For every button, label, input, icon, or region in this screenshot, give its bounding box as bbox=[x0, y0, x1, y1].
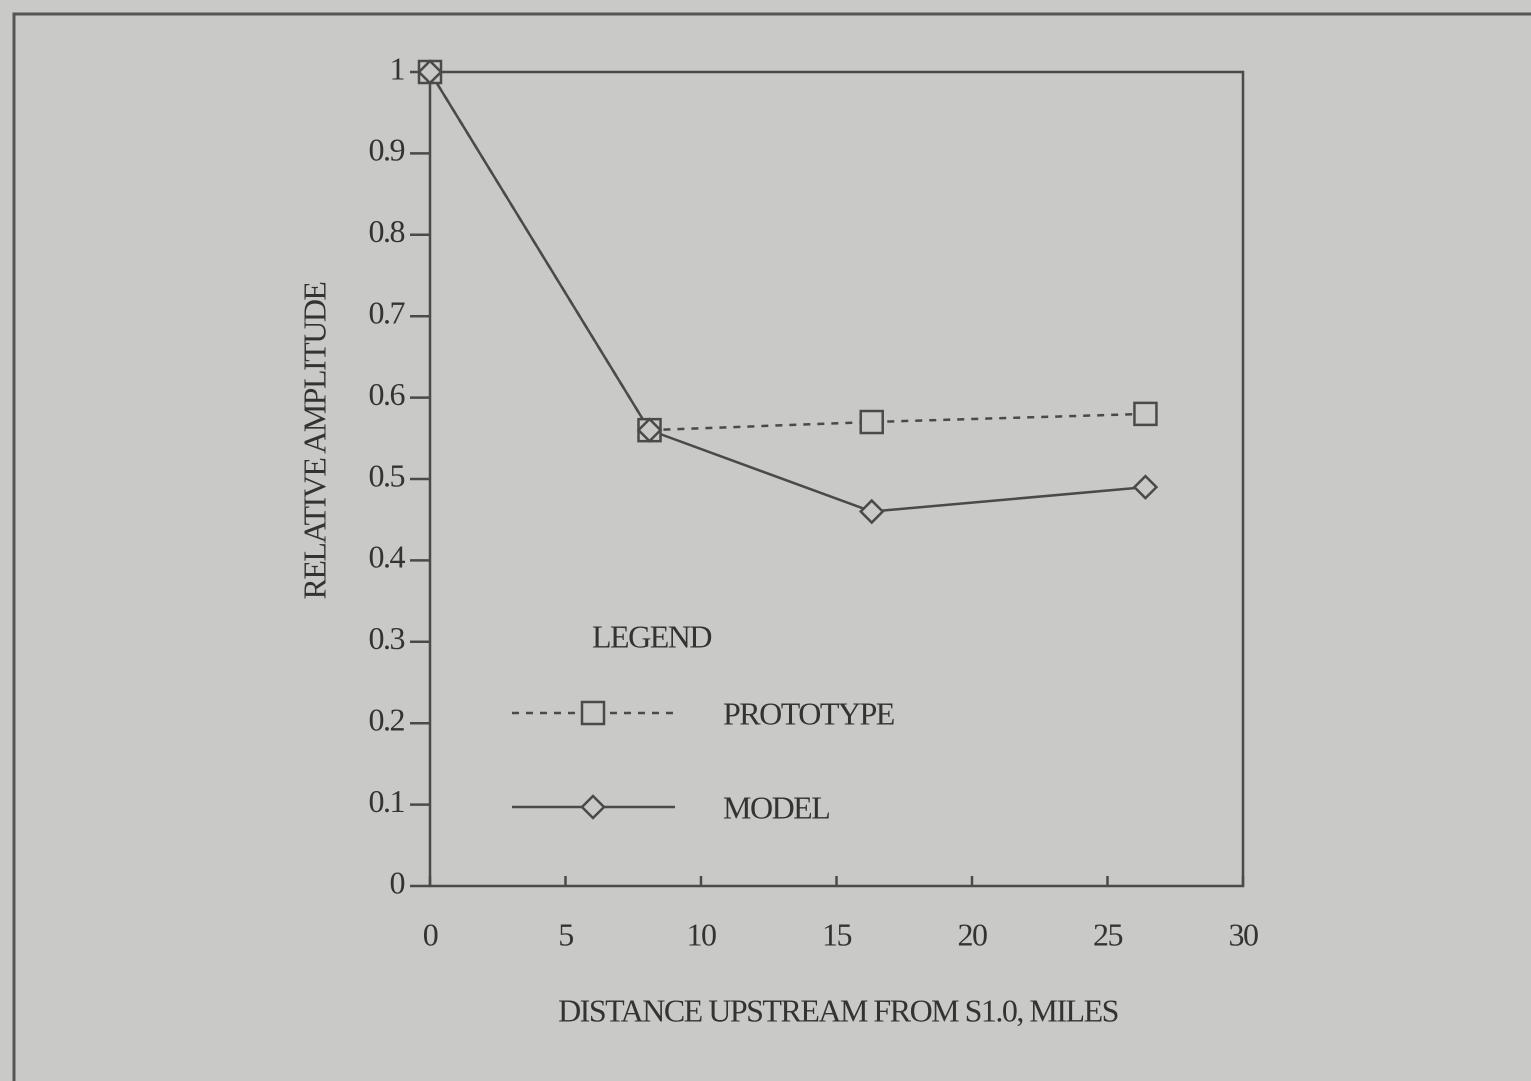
y-axis-label: RELATIVE AMPLITUDE bbox=[296, 283, 332, 600]
x-tick-label: 30 bbox=[1229, 916, 1259, 952]
marker-diamond bbox=[858, 498, 885, 525]
y-tick-label: 0.6 bbox=[369, 376, 406, 412]
y-tick-label: 0.3 bbox=[369, 620, 405, 656]
x-axis-label: DISTANCE UPSTREAM FROM S1.0, MILES bbox=[558, 992, 1118, 1028]
marker-square bbox=[859, 409, 884, 435]
y-tick-label: 0 bbox=[390, 864, 405, 900]
x-tick-label: 10 bbox=[687, 916, 717, 952]
frame bbox=[12, 12, 1531, 1081]
y-tick-label: 0.8 bbox=[369, 213, 405, 249]
x-tick-label: 5 bbox=[558, 916, 573, 952]
legend-marker bbox=[580, 794, 606, 820]
y-tick-label: 0.5 bbox=[369, 457, 405, 493]
y-tick-label: 0.9 bbox=[369, 132, 405, 168]
y-tick-label: 0.7 bbox=[369, 295, 406, 331]
x-tick-label: 0 bbox=[423, 916, 438, 952]
y-tick-label: 0.2 bbox=[369, 702, 405, 738]
legend-label: MODEL bbox=[723, 789, 829, 825]
x-tick-label: 20 bbox=[958, 916, 988, 952]
y-tick-label: 0.4 bbox=[369, 539, 406, 575]
marker-diamond bbox=[636, 417, 663, 443]
legend-marker bbox=[580, 700, 606, 726]
x-tick-label: 15 bbox=[822, 916, 852, 952]
legend-label: PROTOTYPE bbox=[723, 695, 894, 731]
y-tick-label: 1 bbox=[390, 50, 405, 86]
marker-square bbox=[1133, 401, 1158, 427]
x-tick-label: 25 bbox=[1093, 916, 1123, 952]
legend-title: LEGEND bbox=[592, 618, 711, 654]
series-line bbox=[428, 71, 1146, 513]
marker-diamond bbox=[417, 59, 443, 85]
y-tick-label: 0.1 bbox=[369, 783, 405, 819]
marker-diamond bbox=[1132, 474, 1159, 500]
